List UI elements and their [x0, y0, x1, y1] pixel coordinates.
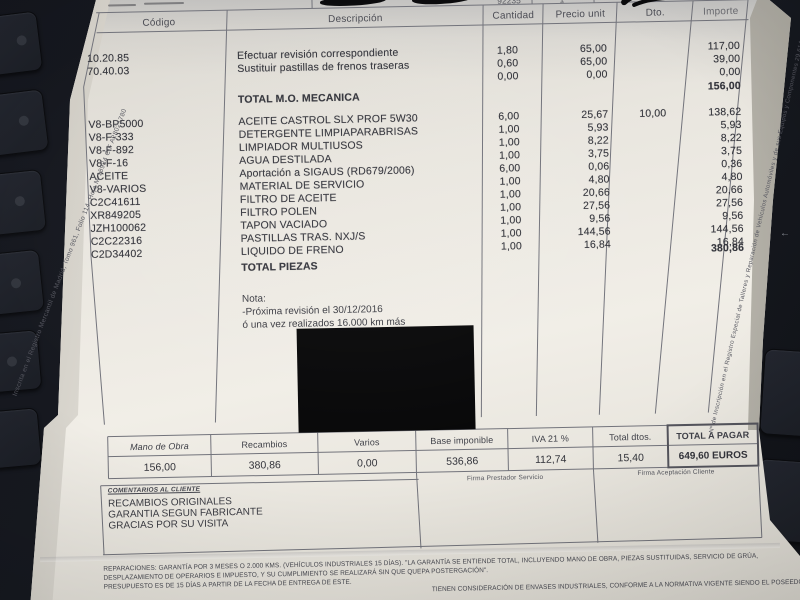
- cell-cantidad: 0,00: [497, 70, 519, 83]
- note-title: Nota:: [241, 293, 266, 305]
- summary-value-misc: 0,00: [356, 457, 378, 470]
- parts-total-value: 380,86: [710, 241, 745, 255]
- summary-header: Recambios: [241, 439, 288, 450]
- summary-header: Mano de Obra: [129, 440, 189, 453]
- parts-total-label: TOTAL PIEZAS: [241, 260, 318, 274]
- summary-value-total: 649,60 EUROS: [678, 449, 748, 463]
- summary-value-labor: 156,00: [143, 461, 176, 474]
- note-line: -Próxima revisión el 30/12/2016: [242, 304, 383, 318]
- redaction-box: [296, 325, 476, 433]
- signature-client-label: Firma Aceptación Cliente: [637, 468, 715, 477]
- col-header-descripcion: Descripción: [328, 13, 383, 26]
- redaction-blob: [411, 0, 475, 7]
- col-header-cantidad: Cantidad: [492, 9, 535, 22]
- keyboard-key: [0, 248, 46, 318]
- copies-count: 1: [550, 0, 574, 5]
- summary-header: Varios: [354, 437, 380, 448]
- signature-provider-label: Firma Prestador Servicio: [466, 473, 544, 483]
- keyboard-key: [0, 168, 48, 238]
- col-header-precio: Precio unit: [555, 8, 606, 21]
- labor-total-value: 156,00: [707, 79, 741, 93]
- cell-precio: 0,00: [586, 68, 608, 81]
- summary-value-discounts: 15,40: [617, 451, 644, 465]
- order-number: 92235: [497, 0, 521, 6]
- summary-header: Total dtos.: [609, 431, 652, 443]
- cell-importe: 0,00: [719, 65, 741, 79]
- summary-value-parts: 380,86: [248, 459, 281, 472]
- fine-print-line: TIENEN CONSIDERACIÓN DE ENVASES INDUSTRI…: [431, 576, 800, 594]
- keyboard-key: [0, 88, 50, 158]
- comments-title: COMENTARIOS AL CLIENTE: [107, 485, 201, 495]
- invoice-content: 92235 1 Código Descripción Cantidad Prec…: [83, 0, 800, 600]
- summary-header: IVA 21 %: [531, 433, 569, 445]
- cut-text-fragment: [108, 3, 137, 7]
- redaction-blob: [319, 0, 387, 8]
- col-header-importe: Importe: [703, 5, 739, 18]
- summary-header: Base imponible: [430, 434, 494, 447]
- summary-value-base: 536,86: [446, 455, 479, 468]
- comment-line: GRACIAS POR SU VISITA: [108, 518, 229, 532]
- cut-text-fragment: [143, 1, 185, 5]
- keyboard-key: [0, 10, 44, 78]
- labor-total-label: TOTAL M.O. MECANICA: [237, 91, 360, 106]
- col-header-dto: Dto.: [645, 7, 665, 19]
- col-header-codigo: Código: [142, 17, 176, 29]
- summary-value-iva: 112,74: [534, 453, 567, 467]
